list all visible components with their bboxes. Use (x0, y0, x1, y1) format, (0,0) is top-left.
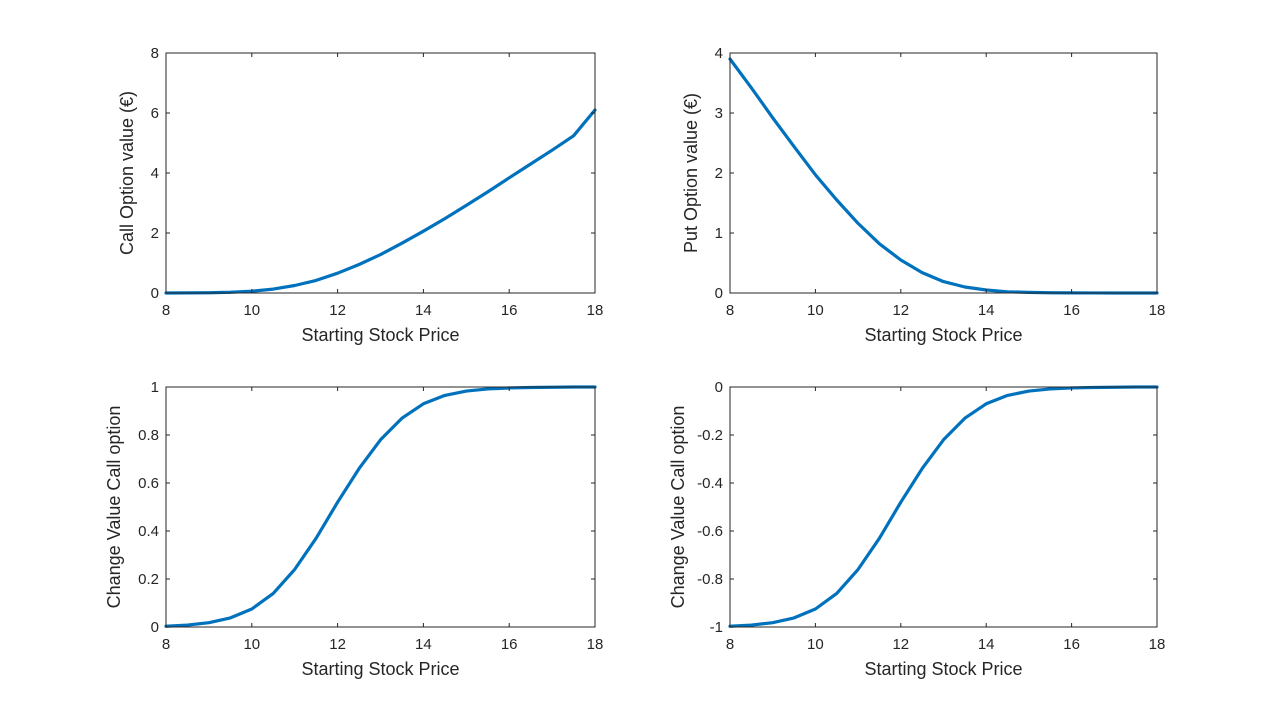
put-value-x-tick-label: 8 (726, 302, 734, 319)
put-value-y-tick-label: 1 (715, 225, 723, 242)
put-delta-y-tick-label: -0.8 (697, 571, 723, 588)
put-delta-x-tick-label: 8 (726, 636, 734, 653)
subplot-call-value: 8 10 12 14 16 18 0 2 4 6 8 Starting Stock Price Call… (117, 45, 603, 345)
call-value-y-tick-label: 6 (151, 105, 159, 122)
put-delta-x-tick-label: 12 (892, 636, 909, 653)
call-value-x-tick-label: 10 (243, 302, 260, 319)
put-delta-y-tick-label: -1 (710, 619, 723, 636)
call-delta-y-tick-label: 0.4 (138, 523, 159, 540)
put-value-x-tick-label: 10 (807, 302, 824, 319)
put-delta-axes-box (729, 386, 1158, 628)
put-value-y-tick-label: 0 (715, 285, 723, 302)
call-value-y-tick-label: 2 (151, 225, 159, 242)
call-value-series-line (164, 108, 597, 295)
call-delta-x-tick-label: 8 (162, 636, 170, 653)
call-value-x-tick-label: 8 (162, 302, 170, 319)
call-delta-y-tick-label: 0.6 (138, 475, 159, 492)
call-value-x-tick-label: 18 (587, 302, 604, 319)
call-delta-axes-box (165, 386, 596, 628)
call-value-y-tick-label: 4 (151, 165, 159, 182)
call-delta-y-axis-label: Change Value Call option (104, 406, 124, 609)
call-delta-x-axis-label: Starting Stock Price (301, 659, 459, 679)
call-delta-x-tick-label: 12 (329, 636, 346, 653)
put-delta-x-tick-label: 14 (978, 636, 995, 653)
put-delta-x-tick-label: 18 (1149, 636, 1166, 653)
call-value-x-axis-label: Starting Stock Price (301, 325, 459, 345)
put-delta-y-tick-label: -0.2 (697, 427, 723, 444)
put-delta-y-tick-label: -0.4 (697, 475, 723, 492)
call-value-y-axis-label: Call Option value (€) (117, 91, 137, 255)
put-value-y-tick-label: 2 (715, 165, 723, 182)
call-delta-x-tick-label: 14 (415, 636, 432, 653)
call-value-y-tick-label: 0 (151, 285, 159, 302)
call-delta-y-tick-label: 0 (151, 619, 159, 636)
call-delta-y-tick-label: 0.8 (138, 427, 159, 444)
put-value-x-tick-label: 16 (1063, 302, 1080, 319)
put-value-y-tick-label: 3 (715, 105, 723, 122)
subplot-call-delta: 8 10 12 14 16 18 0 0.2 0.4 0.6 0.8 1 Starting Stock … (104, 379, 603, 679)
put-delta-series-line (728, 385, 1159, 628)
call-delta-x-tick-label: 10 (243, 636, 260, 653)
call-value-y-tick-label: 8 (151, 45, 159, 62)
call-delta-x-tick-label: 16 (501, 636, 518, 653)
call-value-x-tick-label: 14 (415, 302, 432, 319)
put-delta-y-tick-label: -0.6 (697, 523, 723, 540)
put-value-x-tick-label: 12 (892, 302, 909, 319)
put-value-x-axis-label: Starting Stock Price (864, 325, 1022, 345)
put-value-y-axis-label: Put Option value (€) (681, 93, 701, 253)
put-value-x-tick-label: 18 (1149, 302, 1166, 319)
call-value-x-tick-label: 12 (329, 302, 346, 319)
subplot-put-delta: 8 10 12 14 16 18 -1 -0.8 -0.6 -0.4 -0.2 0 Starting S… (668, 379, 1165, 679)
call-delta-x-tick-label: 18 (587, 636, 604, 653)
call-delta-y-tick-label: 1 (151, 379, 159, 396)
put-value-y-tick-label: 4 (715, 45, 723, 62)
put-delta-x-tick-label: 16 (1063, 636, 1080, 653)
put-delta-y-axis-label: Change Value Call option (668, 406, 688, 609)
call-delta-series-line (164, 385, 597, 628)
put-value-x-tick-label: 14 (978, 302, 995, 319)
put-delta-y-tick-label: 0 (715, 379, 723, 396)
call-value-x-tick-label: 16 (501, 302, 518, 319)
call-delta-y-tick-label: 0.2 (138, 571, 159, 588)
put-delta-x-axis-label: Starting Stock Price (864, 659, 1022, 679)
put-delta-x-tick-label: 10 (807, 636, 824, 653)
